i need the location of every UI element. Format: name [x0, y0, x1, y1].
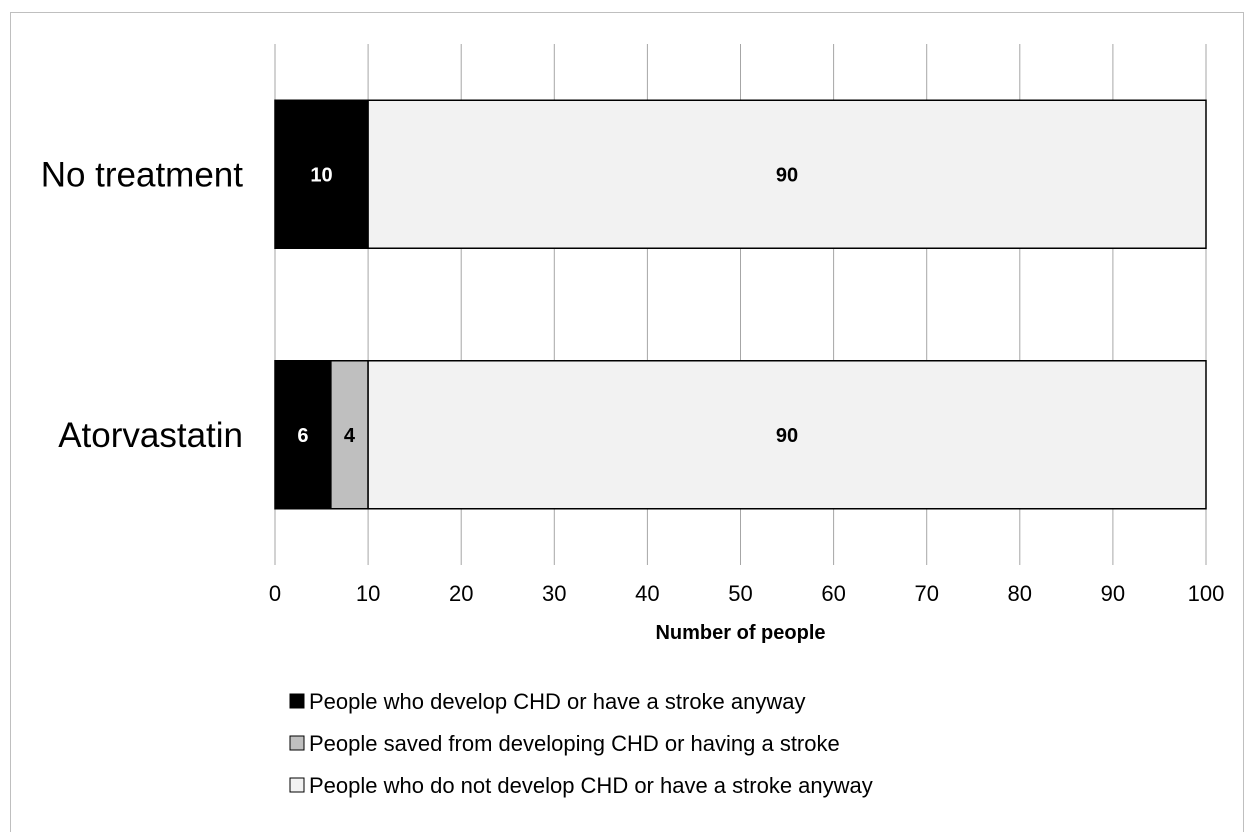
- legend-entry: People who develop CHD or have a stroke …: [309, 689, 806, 714]
- x-tick-label: 80: [1008, 581, 1032, 606]
- x-tick-label: 50: [728, 581, 752, 606]
- category-label: No treatment: [41, 155, 244, 194]
- x-tick-label: 10: [356, 581, 380, 606]
- legend-swatch: [289, 777, 305, 793]
- x-axis-title: Number of people: [655, 622, 825, 644]
- x-tick-label: 40: [635, 581, 659, 606]
- category-label: Atorvastatin: [58, 416, 243, 455]
- category-labels: No treatment Atorvastatin: [41, 155, 244, 455]
- legend-entry: People who do not develop CHD or have a …: [309, 773, 873, 798]
- x-tick-label: 100: [1188, 581, 1225, 606]
- data-label: 90: [776, 164, 798, 186]
- x-tick-label: 90: [1101, 581, 1125, 606]
- bar-segment: [330, 360, 369, 510]
- data-label: 4: [344, 425, 356, 447]
- bar-segment: [367, 360, 1207, 510]
- bar-segment: [367, 99, 1207, 249]
- x-tick-label: 30: [542, 581, 566, 606]
- bar-segment: [274, 99, 369, 249]
- legend: People who develop CHD or have a stroke …: [289, 689, 873, 798]
- x-tick-label: 20: [449, 581, 473, 606]
- x-tick-labels: 0 10 20 30 40 50 60 70 80 90 100: [269, 581, 1224, 606]
- data-label: 10: [310, 164, 332, 186]
- legend-entry: People saved from developing CHD or havi…: [309, 731, 840, 756]
- x-tick-label: 0: [269, 581, 281, 606]
- x-tick-label: 70: [914, 581, 938, 606]
- legend-swatch: [289, 735, 305, 751]
- x-tick-label: 60: [821, 581, 845, 606]
- bars: 10 90 6 4 90: [274, 99, 1207, 510]
- data-label: 90: [776, 425, 798, 447]
- legend-swatch: [289, 693, 305, 709]
- data-label: 6: [297, 425, 308, 447]
